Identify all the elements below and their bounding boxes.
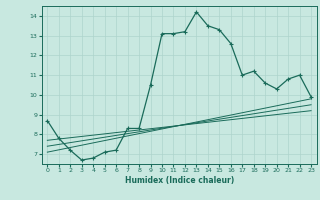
X-axis label: Humidex (Indice chaleur): Humidex (Indice chaleur): [124, 176, 234, 185]
